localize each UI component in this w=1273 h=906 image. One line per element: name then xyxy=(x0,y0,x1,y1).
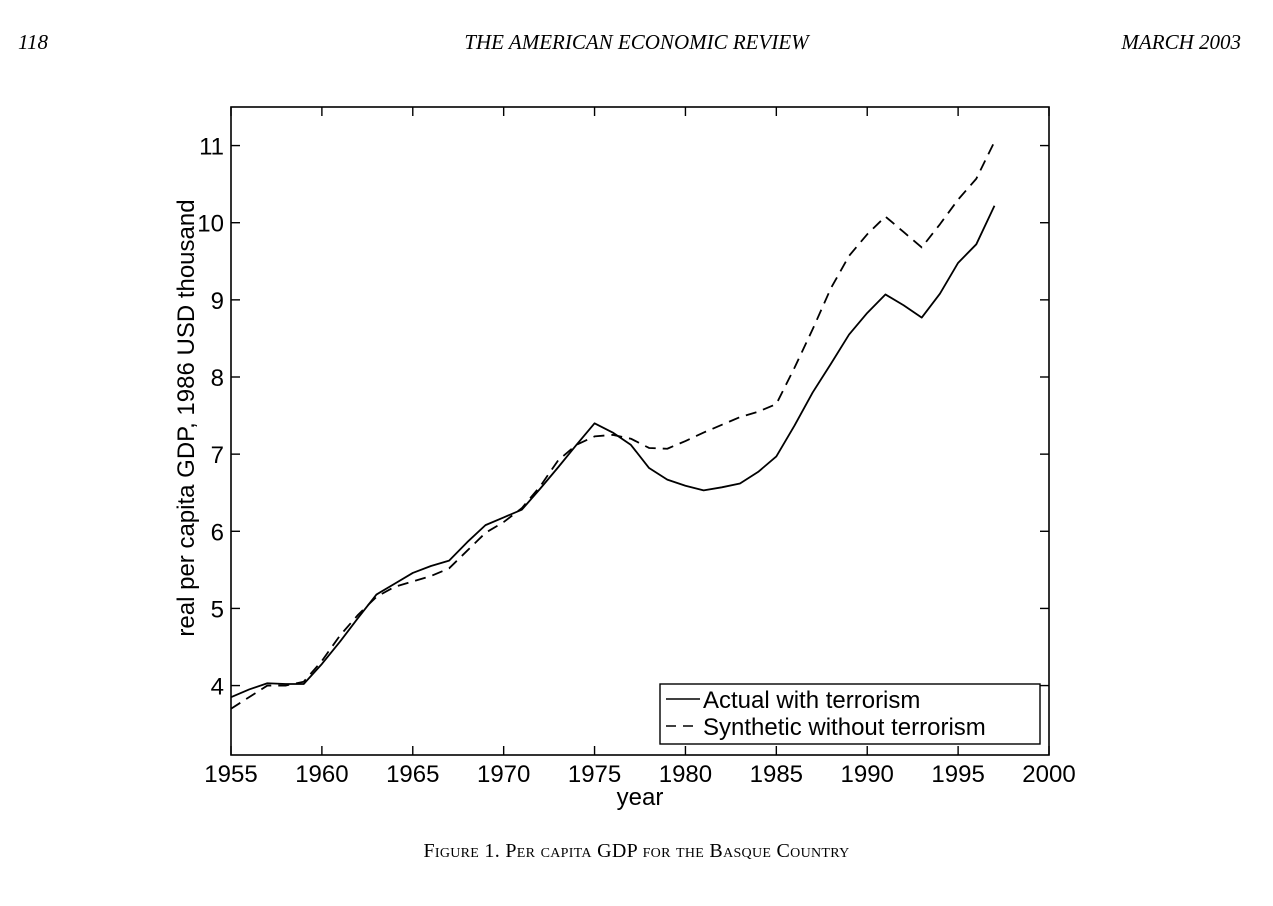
legend-label-synthetic: Synthetic without terrorism xyxy=(703,714,986,741)
legend-label-actual: Actual with terrorism xyxy=(703,687,920,714)
y-tick-label: 10 xyxy=(197,211,224,238)
figure-caption: Figure 1. Per capita GDP for the Basque … xyxy=(0,840,1273,863)
x-tick-label: 1965 xyxy=(386,761,439,788)
axis-ticks: 1955 1960 1965 1970 1975 1980 1985 1990 1995 2000… xyxy=(197,107,1076,788)
x-tick-label: 1980 xyxy=(659,761,712,788)
x-tick-label: 1990 xyxy=(841,761,894,788)
series-layer xyxy=(230,141,996,710)
page-number: 118 xyxy=(18,30,48,54)
x-tick-label: 2000 xyxy=(1022,761,1075,788)
figure-label: Figure 1. xyxy=(423,840,501,862)
page-header: 118 THE AMERICAN ECONOMIC REVIEW MARCH 2… xyxy=(0,30,1273,60)
x-tick-label: 1995 xyxy=(931,761,984,788)
x-tick-label: 1955 xyxy=(204,761,257,788)
line-chart: 1955 1960 1965 1970 1975 1980 1985 1990 1995 2000… xyxy=(173,106,1076,811)
journal-title: THE AMERICAN ECONOMIC REVIEW xyxy=(464,30,809,54)
figure-title: Per capita GDP for the Basque Country xyxy=(505,840,850,862)
y-tick-label: 8 xyxy=(211,365,224,392)
legend: Actual with terrorism Synthetic without … xyxy=(659,683,1041,745)
y-tick-label: 11 xyxy=(199,134,224,161)
x-tick-label: 1985 xyxy=(750,761,803,788)
y-tick-label: 7 xyxy=(211,442,224,469)
y-tick-label: 6 xyxy=(211,519,224,546)
series-line-actual xyxy=(230,205,996,698)
plot-frame xyxy=(230,106,1050,756)
y-tick-label: 4 xyxy=(211,674,224,701)
x-tick-label: 1960 xyxy=(295,761,348,788)
series-line-synthetic xyxy=(230,141,996,710)
x-tick-label: 1975 xyxy=(568,761,621,788)
y-tick-label: 9 xyxy=(211,288,224,315)
x-axis-label: year xyxy=(617,784,664,811)
issue-date: MARCH 2003 xyxy=(1121,30,1241,54)
y-tick-label: 5 xyxy=(211,596,224,623)
y-axis-label: real per capita GDP, 1986 USD thousand xyxy=(173,199,200,636)
legend-box xyxy=(659,683,1041,745)
x-tick-label: 1970 xyxy=(477,761,530,788)
